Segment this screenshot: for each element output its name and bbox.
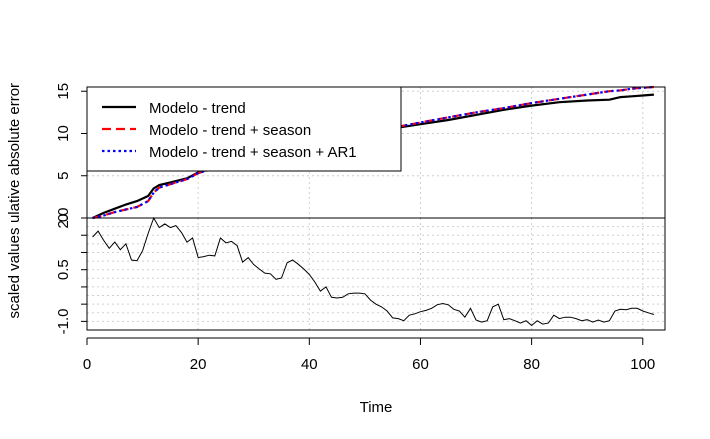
bottom-y-tick-label-2: 2.0: [55, 208, 72, 229]
y-axis-label-bottom: scaled values: [6, 228, 23, 319]
bottom-panel: -1.0 0.5 2.0 0 20 40 60 80 100: [55, 208, 666, 373]
scaled-series-line-0: [92, 216, 655, 327]
bottom-y-tick-label-1: 0.5: [55, 259, 72, 280]
bottom-lines: [92, 216, 655, 327]
bottom-y-tick-label-0: -1.0: [55, 308, 72, 334]
top-y-tick-label-2: 10: [55, 125, 72, 142]
x-axis: 0 20 40 60 80 100: [83, 337, 655, 373]
series-line-2: [92, 85, 654, 220]
bottom-y-axis: -1.0 0.5 2.0: [55, 208, 87, 334]
legend-box: [86, 86, 402, 172]
legend-label-2: Modelo - trend + season + AR1: [149, 144, 357, 161]
x-tick-label-4: 80: [523, 356, 540, 373]
top-y-tick-label-0: 0: [55, 214, 72, 222]
x-tick-label-5: 100: [630, 356, 655, 373]
top-y-tick-label-1: 5: [55, 172, 72, 180]
x-tick-label-1: 20: [190, 356, 207, 373]
legend-label-0: Modelo - trend: [149, 100, 246, 117]
top-y-tick-label-3: 15: [55, 83, 72, 100]
x-tick-label-0: 0: [83, 356, 91, 373]
top-y-axis: 0 5 10 15: [55, 83, 87, 222]
x-tick-label-2: 40: [301, 356, 318, 373]
x-axis-label: Time: [360, 399, 393, 416]
legend-label-1: Modelo - trend + season: [149, 122, 311, 139]
top-panel: 0 5 10 15 Modelo - trend Modelo - trend + s…: [55, 83, 666, 222]
x-tick-label-3: 60: [412, 356, 429, 373]
bottom-grid: [86, 217, 665, 330]
bottom-panel-frame: [86, 217, 666, 331]
y-axis-label-top: ulative absolute error: [6, 83, 23, 223]
legend: Modelo - trend Modelo - trend + season M…: [86, 86, 402, 172]
